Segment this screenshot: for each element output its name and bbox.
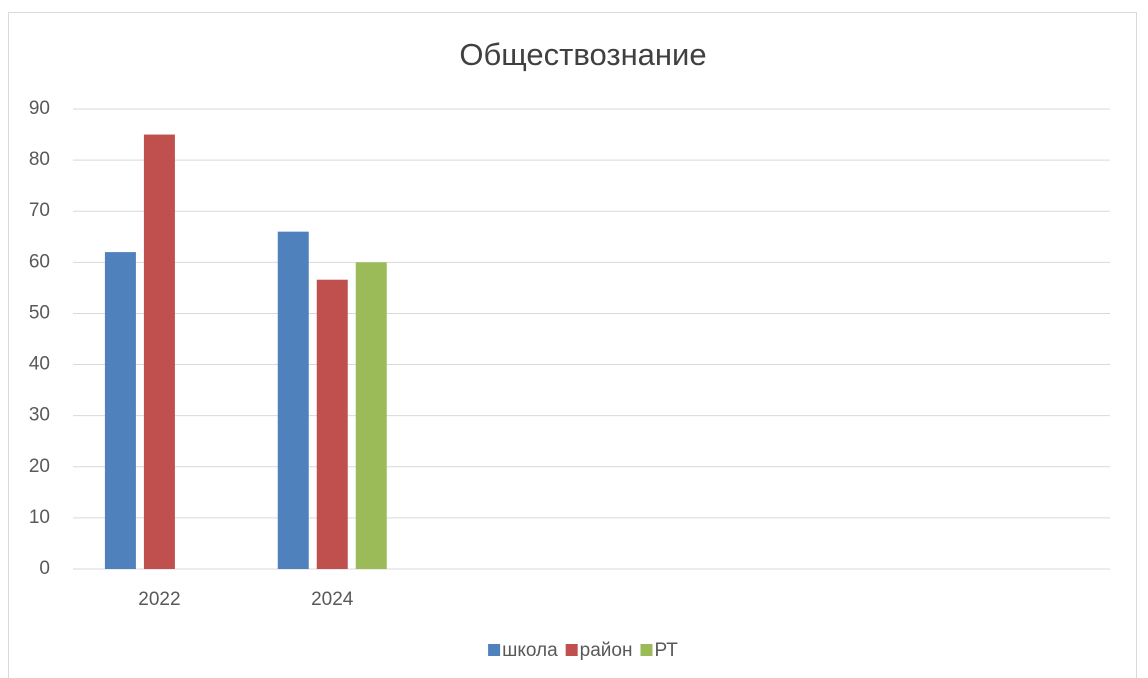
legend-swatch [565,644,578,656]
y-tick-label: 20 [29,456,50,477]
y-tick-label: 90 [29,98,50,119]
legend-label: район [580,640,633,661]
y-tick-label: 10 [29,507,50,528]
x-tick-label: 2024 [311,589,354,610]
bar [277,231,309,569]
y-tick-label: 60 [29,251,50,272]
chart-title: Обществознание [459,37,706,72]
chart-frame [8,12,1137,678]
bar [104,252,136,569]
bar [355,262,387,569]
x-tick-label: 2022 [138,589,180,610]
bar [316,279,348,569]
legend-label: школа [502,640,558,661]
legend-swatch [640,644,653,656]
legend-swatch [488,644,501,656]
y-tick-label: 40 [29,354,50,375]
y-tick-label: 0 [39,558,50,579]
y-tick-label: 30 [29,405,50,426]
bar [143,134,175,570]
y-tick-label: 50 [29,302,50,323]
legend-label: РТ [654,640,678,661]
y-tick-label: 80 [29,149,50,170]
y-tick-label: 70 [29,200,50,221]
